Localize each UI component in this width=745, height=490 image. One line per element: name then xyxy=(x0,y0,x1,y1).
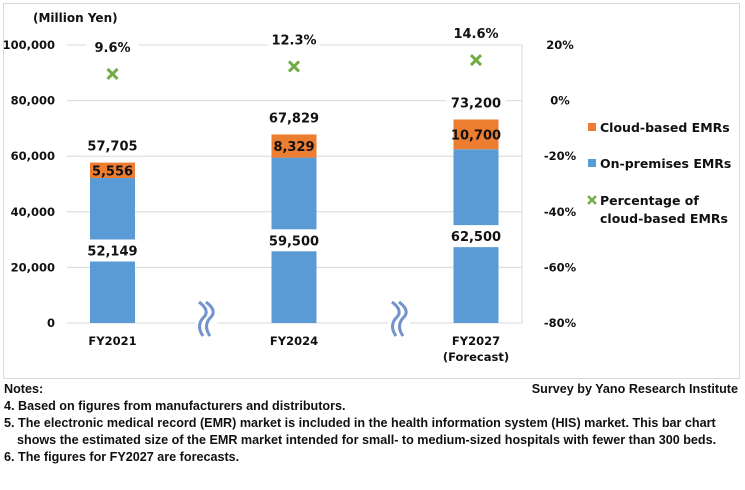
note-5: 5. The electronic medical record (EMR) m… xyxy=(4,416,717,447)
bar-cloud-based xyxy=(453,119,499,150)
chart: (Million Yen) 0 20,000 40,000 60,000 80,000 1… xyxy=(3,3,740,379)
percentage-marker xyxy=(287,60,301,73)
y-left-tick-label: 40,000 xyxy=(11,205,55,219)
note-6: 6. The figures for FY2027 are forecasts. xyxy=(4,450,240,464)
label-box xyxy=(86,35,139,56)
legend-label-cloud: Cloud-based EMRs xyxy=(600,120,730,135)
legend-label-percentage: Percentage of xyxy=(600,193,699,208)
y-right-tick-label: -40% xyxy=(544,205,577,219)
cloud-value-label: 5,556 xyxy=(92,164,133,179)
legend-swatch-cloud xyxy=(588,123,596,131)
unit-label: (Million Yen) xyxy=(33,11,118,25)
percentage-label: 9.6% xyxy=(94,41,130,56)
percentage-label: 14.6% xyxy=(453,27,498,42)
y-left-tick-label: 0 xyxy=(47,316,55,330)
axis-break-icon xyxy=(198,300,208,337)
label-box xyxy=(268,28,320,49)
axis-break-bg xyxy=(195,300,217,340)
bar-cloud-based xyxy=(271,134,317,158)
axis-break-icon xyxy=(205,300,215,337)
total-value-label: 57,705 xyxy=(87,140,137,155)
legend-x-icon xyxy=(587,195,597,205)
label-box xyxy=(89,239,136,262)
label-box xyxy=(446,92,506,113)
axis-break-icon xyxy=(398,300,408,337)
label-box xyxy=(270,229,318,252)
total-value-label: 73,200 xyxy=(451,97,501,112)
percentage-marker xyxy=(469,53,483,67)
x-tick-label: FY2024 xyxy=(270,334,318,348)
y-left-tick-label: 100,000 xyxy=(3,38,55,52)
axis-break-bg xyxy=(388,300,410,340)
note-4: 4. Based on figures from manufacturers a… xyxy=(4,399,346,413)
on-premises-value-label: 59,500 xyxy=(269,234,319,249)
x-tick-label: FY2021 xyxy=(88,334,136,348)
legend-label-on-premises: On-premises EMRs xyxy=(600,156,731,171)
label-box xyxy=(82,135,143,156)
label-box xyxy=(452,225,500,248)
x-tick-label: FY2027 xyxy=(452,334,500,348)
y-right-tick-label: -60% xyxy=(544,260,577,274)
legend-swatch-on-premises xyxy=(588,159,596,167)
y-left-tick-label: 20,000 xyxy=(11,260,55,274)
cloud-value-label: 8,329 xyxy=(273,140,314,155)
notes: Notes: Survey by Yano Research Institute… xyxy=(4,381,738,466)
notes-heading: Notes: xyxy=(4,382,44,396)
legend-label-percentage: cloud-based EMRs xyxy=(600,211,728,226)
label-box xyxy=(450,22,502,43)
x-tick-label: (Forecast) xyxy=(443,350,509,364)
percentage-marker xyxy=(106,67,119,80)
axis-break-icon xyxy=(391,300,401,337)
y-right-tick-label: 0% xyxy=(550,94,570,108)
on-premises-value-label: 52,149 xyxy=(87,245,137,260)
y-right-tick-label: 20% xyxy=(546,38,574,52)
label-box xyxy=(264,107,324,128)
y-left-tick-label: 80,000 xyxy=(11,94,55,108)
source-credit: Survey by Yano Research Institute xyxy=(531,382,738,396)
y-right-tick-label: -20% xyxy=(544,149,577,163)
y-left-tick-label: 60,000 xyxy=(11,149,55,163)
on-premises-value-label: 62,500 xyxy=(451,230,501,245)
percentage-label: 12.3% xyxy=(271,33,316,48)
bar-cloud-based xyxy=(90,162,135,179)
cloud-value-label: 10,700 xyxy=(451,128,501,143)
total-value-label: 67,829 xyxy=(269,111,319,126)
y-right-tick-label: -80% xyxy=(544,316,577,330)
